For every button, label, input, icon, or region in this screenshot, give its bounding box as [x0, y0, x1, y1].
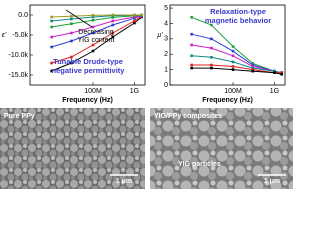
point: [133, 13, 136, 17]
point: [91, 25, 95, 29]
point: [50, 45, 53, 49]
image-note: YIG particles: [178, 161, 221, 168]
x-tick-label: 100M: [84, 88, 102, 95]
image-label: YIG/PPy composites: [154, 113, 222, 120]
y-axis-label: ε': [2, 32, 7, 39]
point: [50, 35, 53, 39]
point: [190, 43, 193, 47]
point: [273, 71, 276, 74]
point: [50, 69, 53, 73]
point: [210, 46, 213, 50]
point: [140, 13, 144, 17]
point: [111, 19, 115, 23]
point: [91, 14, 95, 17]
page: Pure PPy YIG/PPy composites YIG particle…: [0, 4, 293, 189]
point: [231, 60, 235, 64]
scale-label: 1 μm: [264, 178, 280, 185]
point: [91, 18, 95, 22]
y-tick-label: 2: [164, 51, 168, 58]
point: [133, 19, 136, 23]
point: [91, 43, 95, 47]
annotation: YIG content: [78, 37, 115, 44]
point: [91, 31, 95, 35]
point: [133, 21, 136, 25]
annotation: negative permittivity: [52, 66, 126, 75]
point: [111, 23, 115, 27]
arrow: [65, 9, 93, 28]
point: [190, 32, 193, 36]
point: [70, 14, 73, 18]
point: [231, 49, 235, 53]
x-axis-label: Frequency (Hz): [202, 97, 253, 104]
point: [251, 66, 255, 70]
y-tick-label: 5: [164, 5, 168, 12]
point: [70, 17, 73, 21]
x-tick-label: 100M: [224, 88, 242, 95]
point: [280, 72, 284, 76]
point: [231, 45, 235, 48]
point: [50, 19, 53, 23]
point: [70, 22, 73, 26]
annotation: magnetic behavior: [205, 16, 271, 25]
point: [190, 16, 193, 19]
annotation: Tunable Drude-type: [53, 57, 123, 66]
point: [210, 23, 213, 27]
point: [210, 66, 213, 70]
y-tick-label: -5.0k: [12, 32, 28, 39]
point: [50, 25, 53, 29]
y-tick-label: 1: [164, 66, 168, 73]
scale-label: 1 μm: [116, 178, 132, 185]
y-tick-label: 3: [164, 36, 168, 43]
point: [190, 54, 193, 58]
x-tick-label: 1G: [270, 88, 279, 95]
y-tick-label: 0: [164, 82, 168, 89]
point: [70, 61, 73, 65]
point: [210, 56, 213, 59]
y-tick-label: 0.0: [18, 12, 28, 19]
sem-image: [0, 108, 145, 189]
point: [111, 13, 115, 17]
point: [251, 62, 255, 65]
sem-image: [150, 108, 293, 189]
point: [210, 37, 213, 41]
point: [70, 55, 73, 59]
annotation: Decreasing: [78, 29, 114, 36]
point: [111, 31, 115, 35]
annotation: Relaxation-type: [210, 7, 266, 16]
point: [251, 63, 255, 67]
figure: Pure PPy YIG/PPy composites YIG particle…: [0, 4, 293, 189]
point: [231, 65, 235, 68]
point: [50, 15, 53, 19]
y-axis-label: μ': [156, 32, 163, 39]
point: [231, 54, 235, 58]
point: [273, 69, 276, 73]
x-tick-label: 1G: [130, 88, 139, 95]
y-tick-label: -10.0k: [9, 52, 29, 59]
point: [70, 39, 73, 43]
image-label: Pure PPy: [4, 113, 35, 120]
point: [210, 63, 213, 67]
point: [70, 31, 73, 35]
point: [91, 15, 95, 19]
point: [231, 68, 235, 71]
point: [50, 61, 53, 65]
point: [190, 66, 193, 70]
point: [251, 68, 255, 71]
point: [111, 16, 115, 19]
point: [111, 35, 115, 39]
y-tick-label: -15.0k: [9, 72, 29, 79]
x-axis-label: Frequency (Hz): [62, 97, 113, 104]
point: [251, 65, 255, 68]
point: [190, 63, 193, 67]
y-tick-label: 4: [164, 20, 168, 27]
point: [280, 71, 284, 74]
point: [91, 49, 95, 53]
point: [251, 69, 255, 73]
